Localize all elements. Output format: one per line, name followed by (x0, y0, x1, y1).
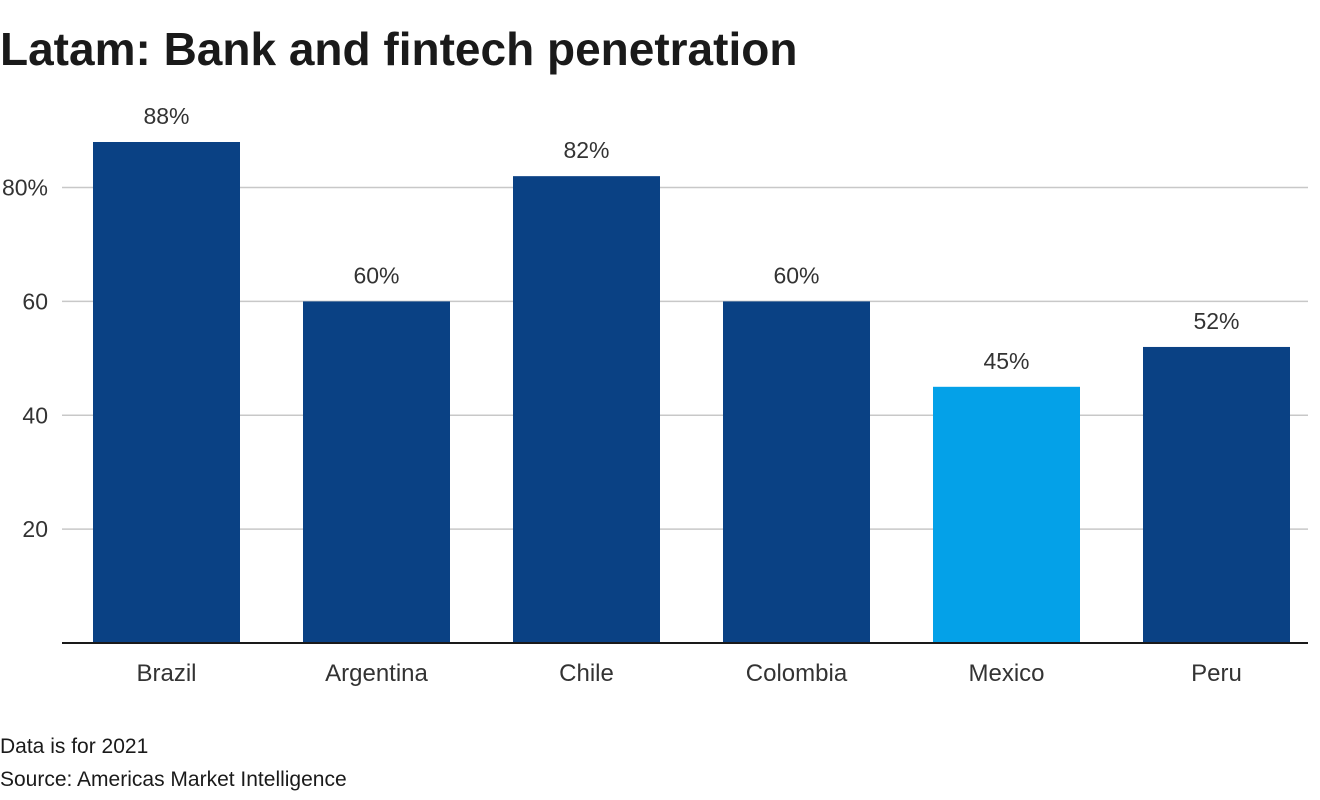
bar-brazil (93, 142, 240, 643)
bars (93, 142, 1290, 643)
gridlines (62, 186, 1308, 530)
bar-argentina (303, 301, 450, 643)
data-labels: 88% 60% 82% 60% 45% 52% (143, 103, 1239, 374)
x-tick-label-brazil: Brazil (136, 660, 196, 687)
footnote: Data is for 2021 (0, 735, 149, 758)
data-label-brazil: 88% (143, 103, 189, 129)
source-note: Source: Americas Market Intelligence (0, 768, 347, 791)
bar-peru (1143, 346, 1290, 643)
x-tick-label-colombia: Colombia (746, 660, 848, 687)
x-tick-label-argentina: Argentina (325, 660, 428, 687)
chart-title: Latam: Bank and fintech penetration (0, 23, 798, 75)
data-label-peru: 52% (1193, 308, 1239, 334)
x-tick-label-peru: Peru (1191, 660, 1242, 687)
y-tick-label: 20 (22, 516, 48, 542)
data-label-chile: 82% (563, 137, 609, 163)
y-axis-ticks: 20 40 60 80% (2, 175, 48, 543)
bar-mexico (933, 386, 1080, 643)
bar-colombia (723, 301, 870, 643)
y-tick-label: 40 (22, 402, 48, 428)
x-axis-labels: Brazil Argentina Chile Colombia Mexico Peru (136, 660, 1241, 687)
bar-chile (513, 176, 660, 643)
y-tick-label: 80% (2, 175, 48, 201)
y-tick-label: 60 (22, 288, 48, 314)
data-label-argentina: 60% (353, 262, 399, 288)
data-label-mexico: 45% (983, 348, 1029, 374)
data-label-colombia: 60% (773, 262, 819, 288)
x-tick-label-chile: Chile (559, 660, 614, 687)
x-tick-label-mexico: Mexico (968, 660, 1044, 687)
